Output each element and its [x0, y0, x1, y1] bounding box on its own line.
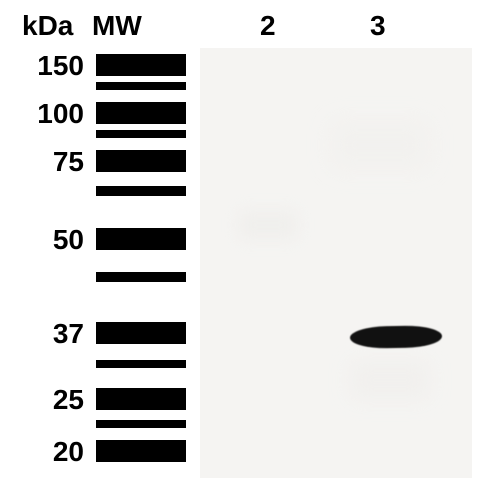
- lane-3-header: 3: [370, 10, 386, 42]
- marker-label-20: 20: [0, 436, 84, 468]
- blot-noise: [238, 210, 298, 240]
- marker-spacer: [96, 272, 186, 282]
- marker-band-25: [96, 388, 186, 410]
- marker-spacer: [96, 360, 186, 368]
- marker-spacer: [96, 186, 186, 196]
- marker-spacer: [96, 420, 186, 428]
- marker-label-75: 75: [0, 146, 84, 178]
- kda-header: kDa: [22, 10, 73, 42]
- blot-noise: [350, 360, 430, 400]
- marker-spacer: [96, 130, 186, 138]
- marker-label-50: 50: [0, 224, 84, 256]
- mw-lane-header: MW: [92, 10, 142, 42]
- marker-band-100: [96, 102, 186, 124]
- western-blot-figure: kDa MW 2 3 150 100 75 50 37 25 20: [0, 0, 500, 500]
- marker-label-100: 100: [0, 98, 84, 130]
- lane-2-header: 2: [260, 10, 276, 42]
- marker-band-50: [96, 228, 186, 250]
- marker-label-150: 150: [0, 50, 84, 82]
- blot-noise: [330, 120, 430, 170]
- marker-band-20: [96, 440, 186, 462]
- marker-band-75: [96, 150, 186, 172]
- marker-label-25: 25: [0, 384, 84, 416]
- marker-spacer: [96, 82, 186, 90]
- marker-label-37: 37: [0, 318, 84, 350]
- blot-membrane: [200, 48, 472, 478]
- marker-band-150: [96, 54, 186, 76]
- marker-band-37: [96, 322, 186, 344]
